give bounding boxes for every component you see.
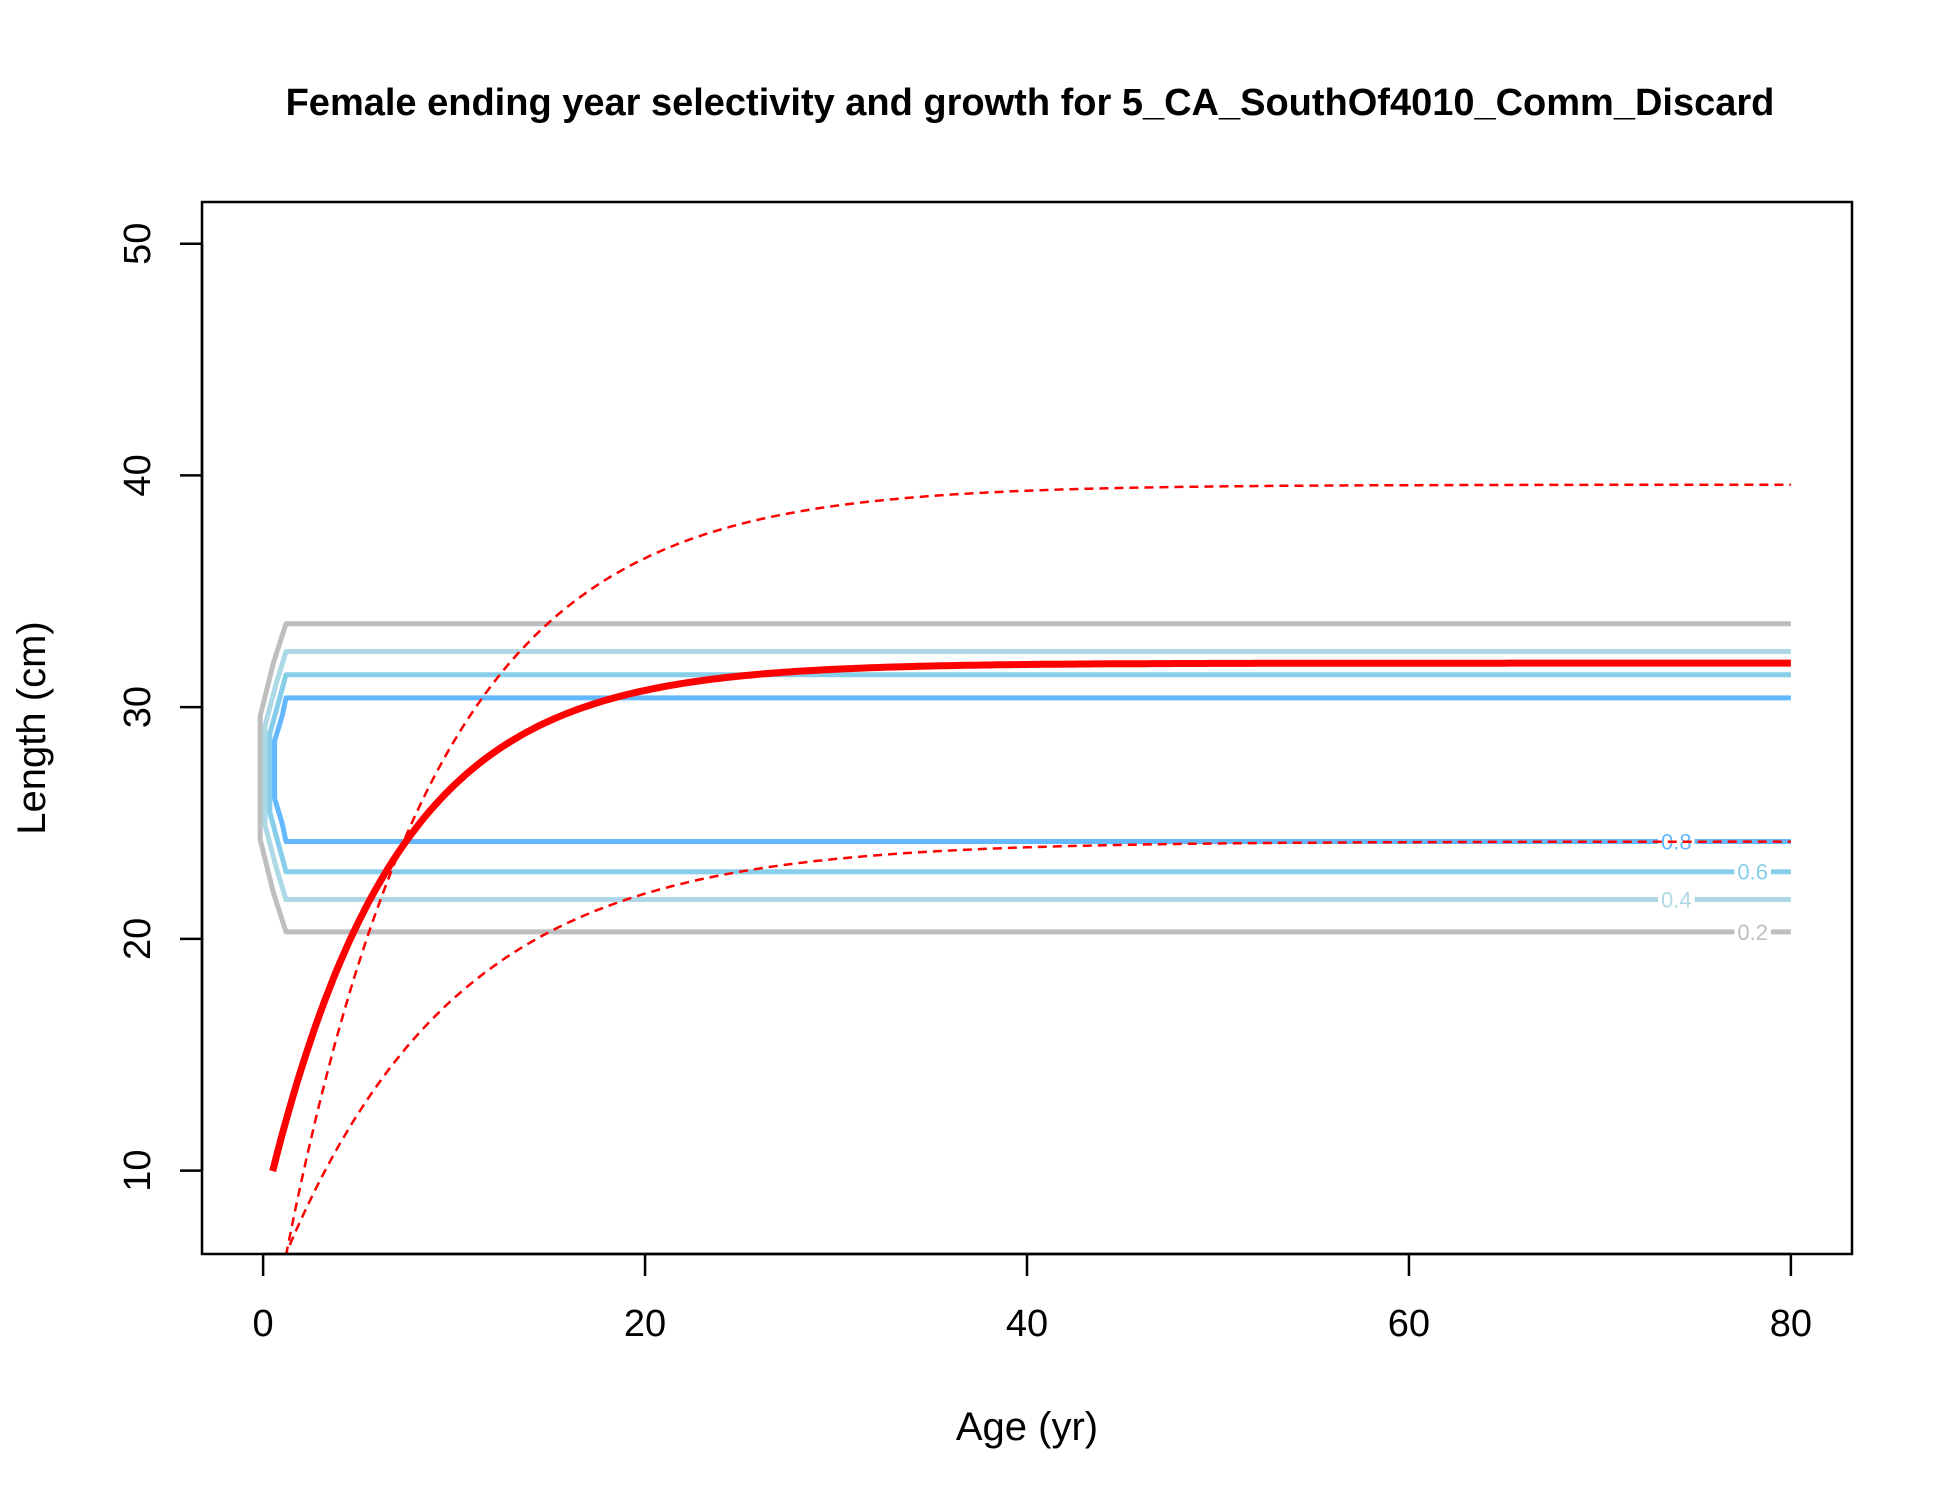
contour-label-gap-0.2: [1734, 927, 1771, 936]
plot-frame: [200, 200, 1854, 1256]
y-tick-label: 40: [117, 454, 159, 496]
selectivity-contour-0.4: [262, 649, 1791, 902]
plot-marks: 0.20.40.60.8: [257, 483, 1791, 1254]
x-tick-label: 60: [1388, 1303, 1430, 1345]
growth-mean-line: [269, 659, 1791, 1172]
contour-label-gap-0.4: [1658, 895, 1695, 904]
y-tick-label: 30: [117, 686, 159, 728]
selectivity-contour-0.6: [267, 672, 1791, 875]
x-tick-label: 40: [1006, 1303, 1048, 1345]
contour-label-gap-0.6: [1734, 867, 1771, 876]
y-tick-label: 10: [117, 1149, 159, 1191]
x-tick-label: 80: [1770, 1303, 1812, 1345]
contour-label-0.6: 0.6: [1737, 860, 1768, 885]
plot-area: 0.20.40.60.8: [257, 483, 1791, 1254]
selectivity-contour-0.8: [272, 695, 1791, 844]
selectivity-contour-0.2: [257, 621, 1791, 935]
y-axis-label: Length (cm): [10, 621, 54, 834]
y-tick-label: 50: [117, 223, 159, 265]
x-axis-label: Age (yr): [956, 1405, 1098, 1449]
x-tick-label: 20: [624, 1303, 666, 1345]
y-tick-label: 20: [117, 918, 159, 960]
x-tick-label: 0: [253, 1303, 274, 1345]
chart-title: Female ending year selectivity and growt…: [286, 82, 1775, 124]
y-axis: 10 20 30 40 50: [117, 223, 204, 1192]
growth-upper-bound-line: [284, 483, 1791, 1254]
x-axis: 0 20 40 60 80: [253, 1252, 1812, 1345]
contour-label-0.2: 0.2: [1737, 920, 1768, 945]
growth-lower-bound-line: [284, 840, 1791, 1254]
contour-label-0.4: 0.4: [1661, 887, 1692, 912]
